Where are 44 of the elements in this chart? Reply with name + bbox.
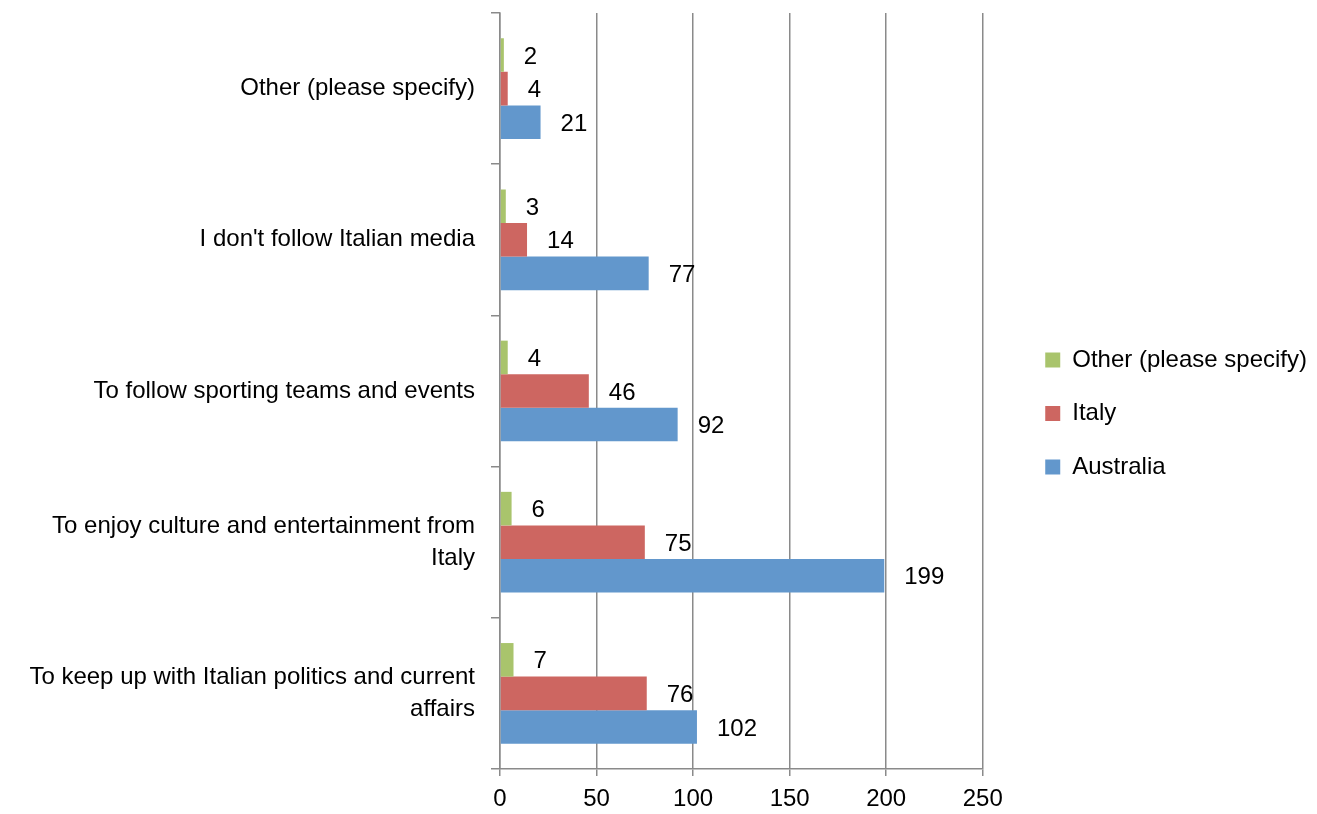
bar — [500, 676, 647, 711]
x-tick-label: 150 — [769, 784, 810, 812]
data-label: 7 — [533, 646, 547, 674]
bar — [500, 374, 589, 408]
y-tick-label: To follow sporting teams and events — [93, 375, 475, 403]
data-label: 46 — [608, 377, 636, 405]
bar — [500, 643, 514, 677]
bar — [500, 189, 506, 224]
bar — [500, 223, 528, 257]
legend-label: Other (please specify) — [1072, 344, 1307, 372]
bar — [500, 558, 885, 593]
y-tick-label: To enjoy culture and entertainment from Italy — [52, 510, 475, 571]
y-tick-label: To keep up with Italian politics and current affairs — [29, 661, 476, 722]
x-tick-label: 100 — [673, 784, 714, 812]
y-tick-label: I don't follow Italian media — [199, 224, 476, 252]
data-label: 21 — [560, 108, 588, 136]
bar — [500, 491, 512, 526]
data-label: 76 — [666, 680, 694, 708]
data-label: 4 — [527, 344, 542, 372]
x-tick-label: 50 — [583, 784, 610, 812]
data-label: 3 — [525, 192, 540, 220]
bar — [500, 38, 504, 72]
bar — [500, 710, 697, 744]
legend-label: Australia — [1072, 451, 1167, 479]
x-tick-label: 0 — [493, 784, 507, 812]
data-label: 2 — [523, 41, 538, 69]
data-label: 77 — [668, 259, 696, 287]
data-label: 199 — [904, 562, 945, 590]
bar — [500, 525, 645, 559]
legend-label: Italy — [1072, 398, 1117, 426]
data-label: 4 — [527, 75, 542, 103]
bar — [500, 256, 649, 291]
bar — [500, 407, 678, 442]
data-label: 14 — [547, 226, 574, 254]
bar — [500, 340, 508, 375]
data-label: 92 — [697, 411, 725, 439]
x-tick-label: 250 — [962, 784, 1003, 812]
data-label: 6 — [531, 495, 545, 523]
x-tick-label: 200 — [866, 784, 907, 812]
y-tick-label: Other (please specify) — [240, 73, 475, 101]
bar — [500, 71, 508, 106]
data-label: 102 — [716, 713, 757, 741]
data-label: 75 — [664, 528, 692, 556]
bar — [500, 105, 541, 139]
